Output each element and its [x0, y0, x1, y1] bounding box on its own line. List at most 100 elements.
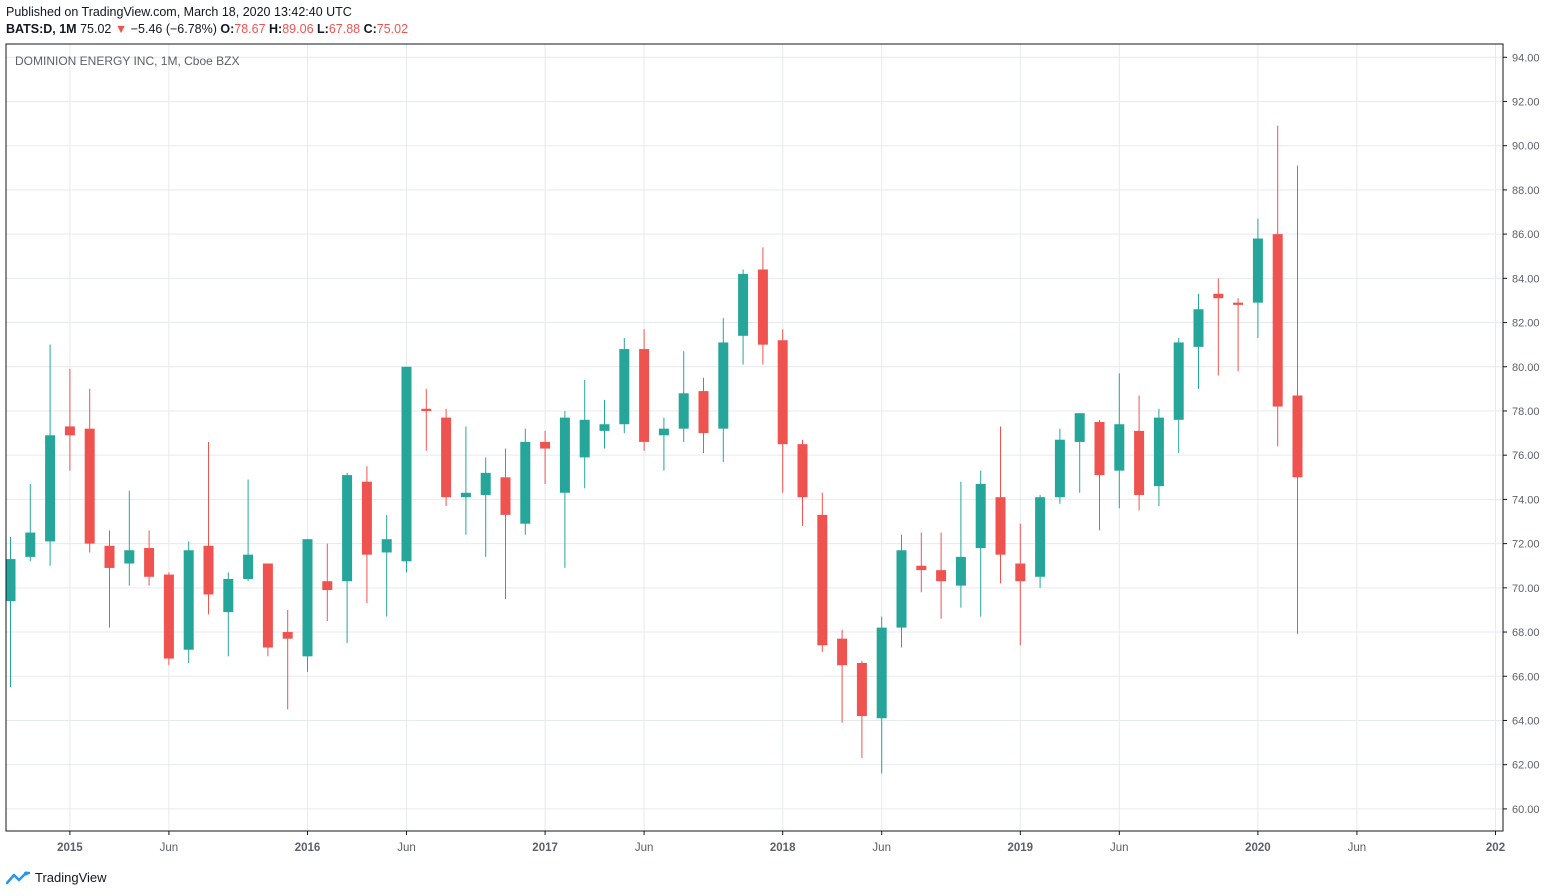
candle [64, 368, 75, 471]
high-value: 89.06 [282, 22, 314, 36]
y-tick-label: 92.00 [1512, 96, 1540, 108]
candle-body [64, 426, 75, 436]
candle [45, 344, 56, 566]
candle-body [361, 481, 372, 555]
y-tick-label: 64.00 [1512, 715, 1540, 727]
y-tick-label: 68.00 [1512, 627, 1540, 639]
candle [1193, 293, 1204, 389]
x-tick-label: Jun [1348, 842, 1367, 854]
candle [25, 483, 36, 562]
candle [1035, 494, 1046, 588]
candle [421, 388, 432, 451]
candle-body [1252, 238, 1263, 303]
candle [559, 410, 570, 568]
y-tick-label: 66.00 [1512, 671, 1540, 683]
tradingview-footer[interactable]: TradingView [6, 870, 107, 885]
candle [441, 408, 452, 507]
candle-body [282, 632, 293, 639]
candle-body [1213, 293, 1224, 299]
x-tick-label: 2015 [57, 842, 83, 854]
candle-body [619, 349, 630, 425]
candle-body [1233, 302, 1244, 305]
y-tick-label: 94.00 [1512, 52, 1540, 64]
candle-body [1054, 439, 1065, 498]
chart-axes: 60.00 62.00 64.00 66.00 68.00 70.00 72.00 74.00… [5, 43, 1540, 854]
footer-brand: TradingView [35, 870, 107, 885]
candle [955, 481, 966, 608]
published-info: Published on TradingView.com, March 18, … [6, 5, 352, 19]
candle [1114, 373, 1125, 509]
candle [916, 532, 927, 593]
candle-body [1173, 342, 1184, 420]
candle-body [916, 565, 927, 571]
candle [718, 318, 729, 462]
candle-body [480, 472, 491, 495]
candle-body [757, 269, 768, 345]
candle-body [1094, 422, 1105, 476]
candle [5, 536, 16, 688]
candle [639, 329, 650, 451]
candle-body [144, 548, 155, 577]
candle-body [520, 441, 531, 524]
candle-body [441, 417, 452, 498]
close-label: C: [363, 22, 377, 36]
candle-body [975, 483, 986, 549]
candle [1015, 523, 1026, 646]
candle [163, 572, 174, 666]
candle-body [500, 477, 511, 515]
candle [579, 380, 590, 489]
candle [520, 428, 531, 535]
y-tick-label: 90.00 [1512, 141, 1540, 153]
candle [896, 534, 907, 648]
candle [936, 532, 947, 619]
candle [1054, 428, 1065, 504]
candle-body [1153, 417, 1164, 487]
candle [995, 426, 1006, 584]
y-tick-label: 72.00 [1512, 539, 1540, 551]
candle [975, 470, 986, 617]
candle [738, 269, 749, 365]
x-tick-label: Jun [635, 842, 654, 854]
candle-body [460, 492, 471, 498]
candle [1094, 419, 1105, 531]
candle-body [243, 554, 254, 579]
candle-body [84, 428, 95, 544]
x-tick-label: 2018 [770, 842, 796, 854]
candle [262, 563, 273, 657]
low-label: L: [317, 22, 329, 36]
price-change: −5.46 (−6.78%) [130, 22, 217, 36]
x-tick-label: Jun [397, 842, 416, 854]
candlestick-chart[interactable]: 60.00 62.00 64.00 66.00 68.00 70.00 72.00 74.00… [0, 0, 1560, 866]
candle [757, 247, 768, 365]
y-tick-label: 76.00 [1512, 450, 1540, 462]
candle-body [25, 532, 36, 557]
candle [84, 388, 95, 553]
candle [658, 417, 669, 471]
candle-body [718, 342, 729, 429]
candle [698, 377, 709, 453]
x-tick-label: 202 [1486, 842, 1505, 854]
candle-body [1015, 563, 1026, 582]
candle-body [579, 419, 590, 458]
chart-title: DOMINION ENERGY INC, 1M, Cboe BZX [15, 54, 240, 68]
candle [500, 448, 511, 599]
y-tick-label: 82.00 [1512, 318, 1540, 330]
candle-body [1074, 413, 1085, 442]
candle-body [223, 578, 234, 613]
candle [678, 351, 689, 442]
candle [540, 430, 551, 484]
candles-group [5, 125, 1303, 774]
candle [599, 399, 610, 449]
candle [302, 539, 313, 672]
symbol-label: BATS:D, 1M [6, 22, 77, 36]
candle-body [322, 581, 333, 591]
candle [1213, 278, 1224, 376]
candle [401, 366, 412, 573]
candle [1074, 413, 1085, 493]
last-price: 75.02 [80, 22, 112, 36]
candle [282, 609, 293, 710]
candle-body [45, 435, 56, 542]
candle [342, 472, 353, 644]
x-tick-label: 2016 [295, 842, 321, 854]
ohlc-legend: BATS:D, 1M 75.02 ▼ −5.46 (−6.78%) O:78.6… [6, 22, 408, 36]
